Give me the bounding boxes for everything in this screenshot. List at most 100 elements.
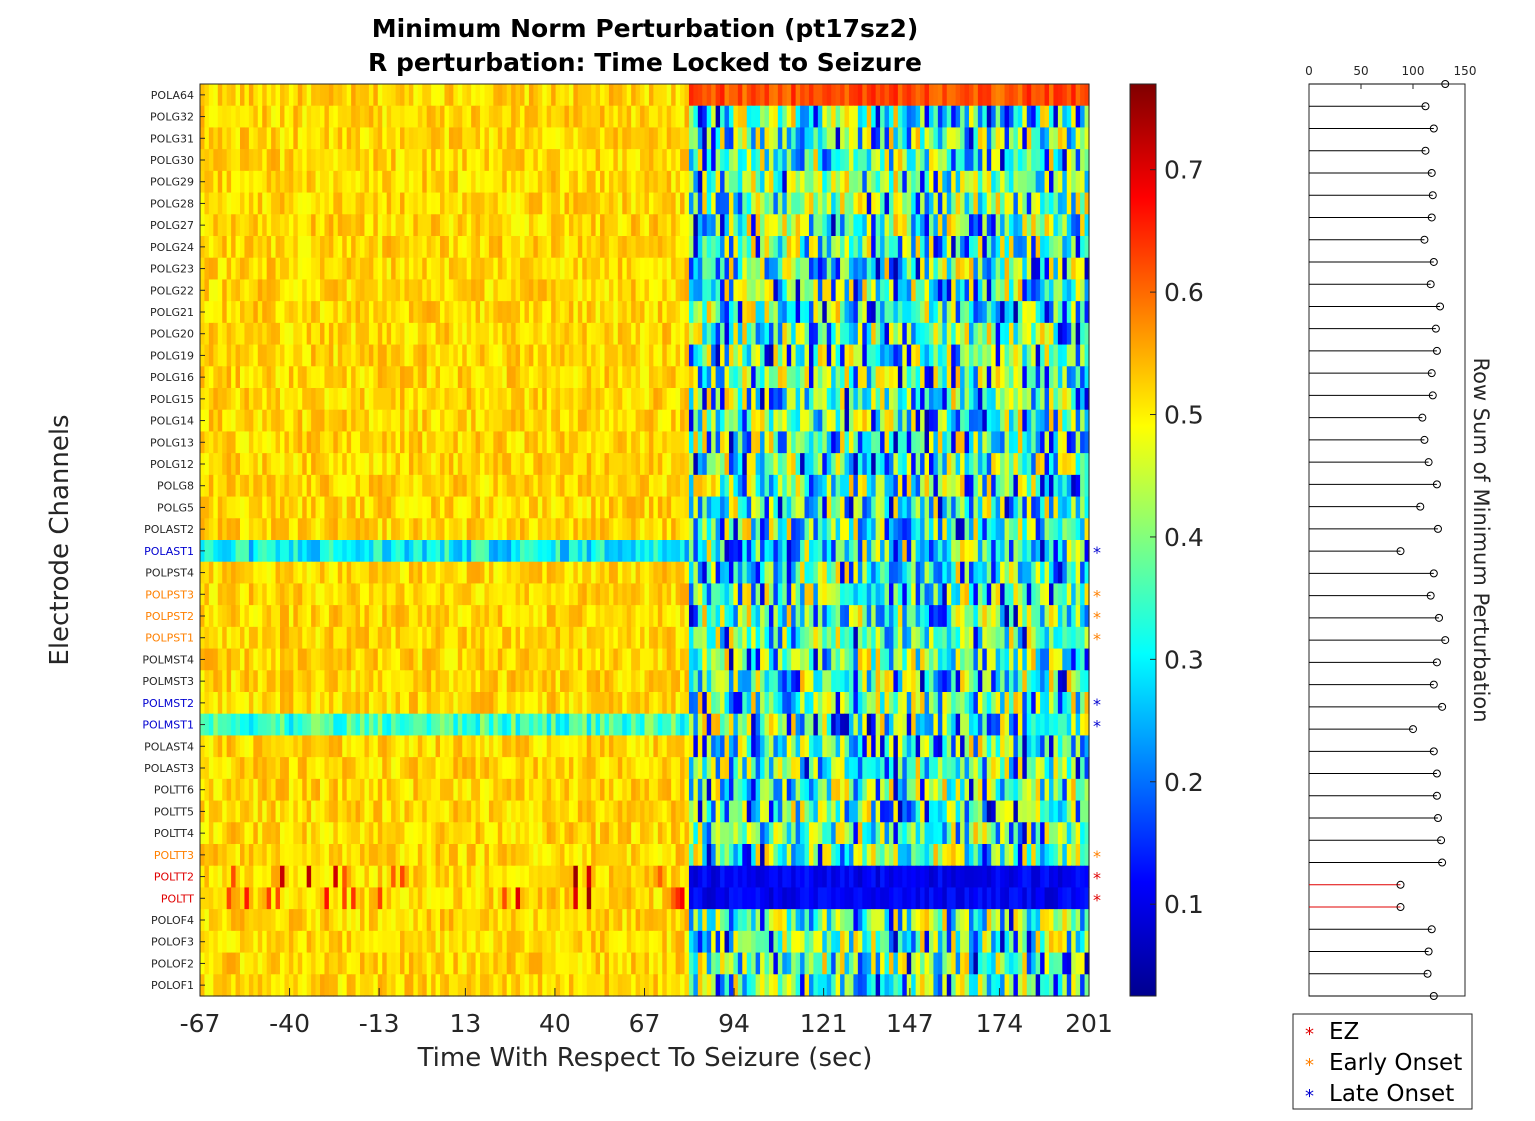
heatmap-cell	[435, 388, 441, 411]
heatmap-cell	[542, 344, 548, 367]
heatmap-cell	[471, 170, 477, 194]
heatmap-cell	[688, 322, 694, 346]
heatmap-cell	[551, 453, 557, 476]
heatmap-cell	[973, 301, 979, 324]
heatmap-cell	[222, 409, 228, 433]
heatmap-cell	[306, 105, 312, 129]
heatmap-cell	[1026, 279, 1032, 302]
heatmap-cell	[1084, 192, 1090, 215]
heatmap-cell	[688, 431, 694, 454]
heatmap-cell	[924, 540, 930, 563]
heatmap-cell	[706, 518, 712, 541]
heatmap-cell	[1031, 388, 1037, 411]
heatmap-cell	[835, 127, 841, 150]
heatmap-cell	[911, 518, 917, 541]
heatmap-cell	[635, 518, 641, 541]
heatmap-cell	[768, 279, 774, 302]
heatmap-cell	[1084, 366, 1090, 389]
heatmap-cell	[697, 279, 703, 302]
heatmap-cell	[577, 583, 583, 606]
heatmap-cell	[400, 583, 406, 606]
heatmap-cell	[1017, 236, 1023, 259]
heatmap-cell	[1026, 388, 1032, 411]
heatmap-cell	[995, 518, 1001, 541]
heatmap-cell	[817, 474, 823, 498]
heatmap-cell	[266, 453, 272, 476]
heatmap-cell	[764, 583, 770, 606]
heatmap-cell	[320, 127, 326, 150]
heatmap-cell	[653, 518, 659, 541]
heatmap-cell	[551, 301, 557, 324]
heatmap-cell	[693, 279, 699, 302]
heatmap-cell	[648, 540, 654, 563]
heatmap-cell	[1008, 366, 1015, 389]
heatmap-cell	[880, 301, 886, 324]
heatmap-cell	[795, 84, 801, 107]
heatmap-cell	[768, 366, 774, 389]
heatmap-cell	[337, 605, 343, 628]
heatmap-cell	[866, 84, 872, 107]
heatmap-cell	[373, 366, 379, 389]
heatmap-cell	[573, 127, 579, 150]
heatmap-cell	[573, 561, 579, 585]
heatmap-cell	[880, 496, 886, 519]
heatmap-cell	[484, 561, 490, 585]
heatmap-cell	[635, 170, 641, 194]
heatmap-cell	[724, 149, 730, 172]
heatmap-cell	[253, 583, 259, 606]
heatmap-cell	[480, 322, 486, 346]
heatmap-cell	[582, 105, 588, 129]
heatmap-cell	[613, 257, 619, 281]
heatmap-cell	[311, 366, 317, 389]
heatmap-cell	[568, 496, 574, 519]
heatmap-cell	[311, 236, 317, 259]
heatmap-cell	[888, 170, 895, 194]
heatmap-cell	[880, 583, 886, 606]
heatmap-cell	[382, 214, 388, 237]
heatmap-cell	[311, 301, 317, 324]
heatmap-cell	[573, 236, 579, 259]
heatmap-cell	[248, 605, 254, 628]
heatmap-cell	[986, 540, 992, 563]
heatmap-cell	[1044, 605, 1050, 628]
heatmap-cell	[546, 561, 552, 585]
heatmap-cell	[1048, 388, 1055, 411]
heatmap-cell	[568, 366, 574, 389]
heatmap-cell	[977, 127, 983, 150]
heatmap-cell	[786, 214, 792, 237]
heatmap-cell	[862, 583, 868, 606]
heatmap-cell	[986, 214, 992, 237]
heatmap-cell	[822, 127, 828, 150]
heatmap-cell	[404, 301, 410, 324]
heatmap-cell	[644, 279, 650, 302]
heatmap-cell	[835, 84, 841, 107]
heatmap-cell	[706, 344, 712, 367]
heatmap-cell	[857, 236, 863, 259]
heatmap-cell	[417, 257, 423, 281]
heatmap-cell	[484, 583, 490, 606]
heatmap-cell	[591, 388, 597, 411]
heatmap-cell	[888, 257, 895, 281]
heatmap-cell	[715, 540, 721, 563]
heatmap-cell	[515, 605, 521, 628]
heatmap-cell	[795, 518, 801, 541]
heatmap-cell	[657, 388, 663, 411]
heatmap-cell	[1013, 518, 1019, 541]
heatmap-cell	[711, 496, 717, 519]
heatmap-cell	[888, 279, 895, 302]
heatmap-cell	[333, 84, 339, 107]
heatmap-cell	[297, 301, 303, 324]
heatmap-cell	[648, 344, 654, 367]
heatmap-cell	[355, 453, 361, 476]
heatmap-cell	[715, 453, 721, 476]
heatmap-cell	[1057, 344, 1063, 367]
heatmap-cell	[1057, 388, 1063, 411]
heatmap-cell	[382, 127, 388, 150]
heatmap-cell	[746, 149, 752, 172]
heatmap-cell	[1008, 322, 1015, 346]
heatmap-cell	[608, 279, 614, 302]
heatmap-cell	[457, 605, 463, 628]
heatmap-cell	[568, 236, 574, 259]
heatmap-cell	[884, 605, 890, 628]
heatmap-cell	[1008, 540, 1015, 563]
